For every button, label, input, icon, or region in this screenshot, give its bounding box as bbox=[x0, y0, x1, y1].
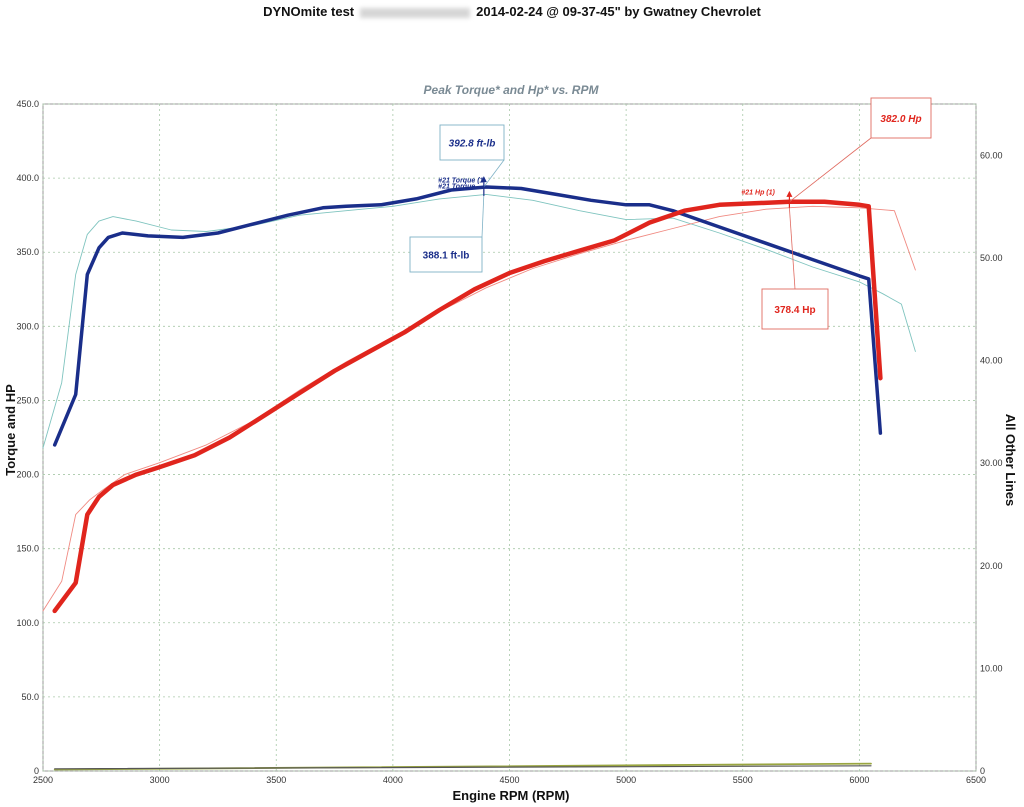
y-tick-label: 450.0 bbox=[16, 99, 39, 109]
series-line-torque-compare bbox=[42, 193, 916, 449]
title-suffix: 2014-02-24 @ 09-37-45" by Gwatney Chevro… bbox=[476, 4, 761, 19]
x-tick-label: 6000 bbox=[849, 775, 869, 785]
y-axis-title: Torque and HP bbox=[3, 384, 18, 476]
hp-compare-label-leader bbox=[789, 207, 796, 290]
x-tick-label: 4000 bbox=[383, 775, 403, 785]
y2-tick-label: 40.00 bbox=[980, 356, 1003, 366]
x-tick-label: 5000 bbox=[616, 775, 636, 785]
peak-marker-arrow bbox=[786, 190, 793, 197]
y2-tick-label: 60.00 bbox=[980, 150, 1003, 160]
torque-peak-label-box bbox=[439, 124, 505, 161]
grid bbox=[42, 103, 977, 772]
x-tick-label: 3000 bbox=[150, 775, 170, 785]
plot-title: Peak Torque* and Hp* vs. RPM bbox=[424, 83, 600, 97]
y-tick-label: 400.0 bbox=[16, 173, 39, 183]
x-tick-label: 6500 bbox=[966, 775, 986, 785]
x-tick-label: 3500 bbox=[266, 775, 286, 785]
x-tick-label: 2500 bbox=[33, 775, 53, 785]
page-title: DYNOmite test 2014-02-24 @ 09-37-45" by G… bbox=[0, 4, 1024, 19]
y-tick-label: 150.0 bbox=[16, 544, 39, 554]
x-tick-label: 4500 bbox=[499, 775, 519, 785]
y-tick-label: 100.0 bbox=[16, 618, 39, 628]
torque-compare-label-box bbox=[409, 236, 483, 273]
torque-peak-label-leader bbox=[483, 159, 505, 188]
x-axis-title: Engine RPM (RPM) bbox=[453, 788, 570, 803]
series-line-torque-main bbox=[52, 185, 883, 447]
y-tick-label: 200.0 bbox=[16, 470, 39, 480]
series-line-baseline-gray bbox=[54, 765, 872, 770]
y-tick-label: 350.0 bbox=[16, 247, 39, 257]
hp-compare-label-box bbox=[761, 288, 829, 330]
title-prefix: DYNOmite test bbox=[263, 4, 355, 19]
series-group bbox=[42, 185, 916, 771]
peak-marker-arrow bbox=[480, 176, 487, 183]
y2-axis-title: All Other Lines bbox=[1003, 414, 1018, 506]
y-tick-label: 250.0 bbox=[16, 395, 39, 405]
x-tick-label: 5500 bbox=[733, 775, 753, 785]
hp-peak-label: 382.0 Hp bbox=[880, 114, 921, 125]
torque-tag: #21 Torque (1 bbox=[438, 178, 483, 185]
hp-tag: #21 Hp (1) bbox=[741, 189, 775, 196]
series-line-hp-main bbox=[52, 199, 883, 614]
torque-tag-2: #21 Torque bbox=[438, 183, 475, 190]
hp-peak-label-leader bbox=[789, 137, 872, 203]
y-tick-label: 0 bbox=[34, 766, 39, 776]
y-tick-label: 50.0 bbox=[21, 692, 39, 702]
torque-compare-label-leader bbox=[481, 194, 485, 238]
torque-peak-label: 392.8 ft-lb bbox=[449, 139, 496, 150]
y2-tick-label: 30.00 bbox=[980, 458, 1003, 468]
redacted-text bbox=[360, 7, 471, 18]
axis-ticks: 2500 3000 3500 4000 4500 5000 5500 6000 6500050.… bbox=[16, 99, 1002, 785]
y-tick-label: 300.0 bbox=[16, 321, 39, 331]
y2-tick-label: 0 bbox=[980, 766, 985, 776]
annotations: 392.8 ft-lb 388.1 ft-lb 382.0 Hp 378.4 Hp #2… bbox=[409, 97, 932, 330]
hp-compare-label: 378.4 Hp bbox=[774, 305, 815, 316]
hp-peak-label-box bbox=[870, 97, 932, 139]
y2-tick-label: 50.00 bbox=[980, 253, 1003, 263]
torque-compare-label: 388.1 ft-lb bbox=[423, 251, 470, 262]
y2-tick-label: 10.00 bbox=[980, 663, 1003, 673]
y2-tick-label: 20.00 bbox=[980, 561, 1003, 571]
